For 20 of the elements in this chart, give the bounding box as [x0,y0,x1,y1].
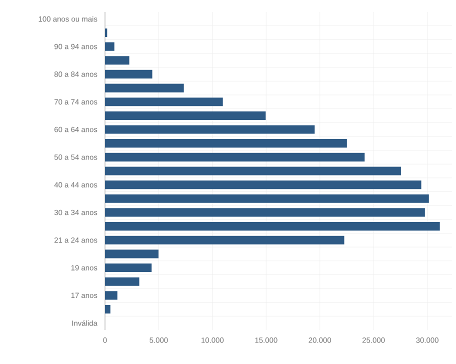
bar [105,70,152,78]
bar [105,250,159,258]
bar [105,194,429,203]
bar [105,291,118,300]
bar [105,152,365,162]
bar [105,263,152,272]
bar [105,236,344,244]
bar [105,84,184,92]
bar [105,56,130,65]
bar [105,180,422,190]
bar [105,222,440,231]
bar [105,208,425,217]
bar [105,111,266,120]
bar [105,42,114,51]
bar [105,277,140,286]
bar [105,125,315,134]
bar [105,139,347,148]
bar [105,166,401,176]
bar [105,98,223,106]
bar [105,304,110,314]
